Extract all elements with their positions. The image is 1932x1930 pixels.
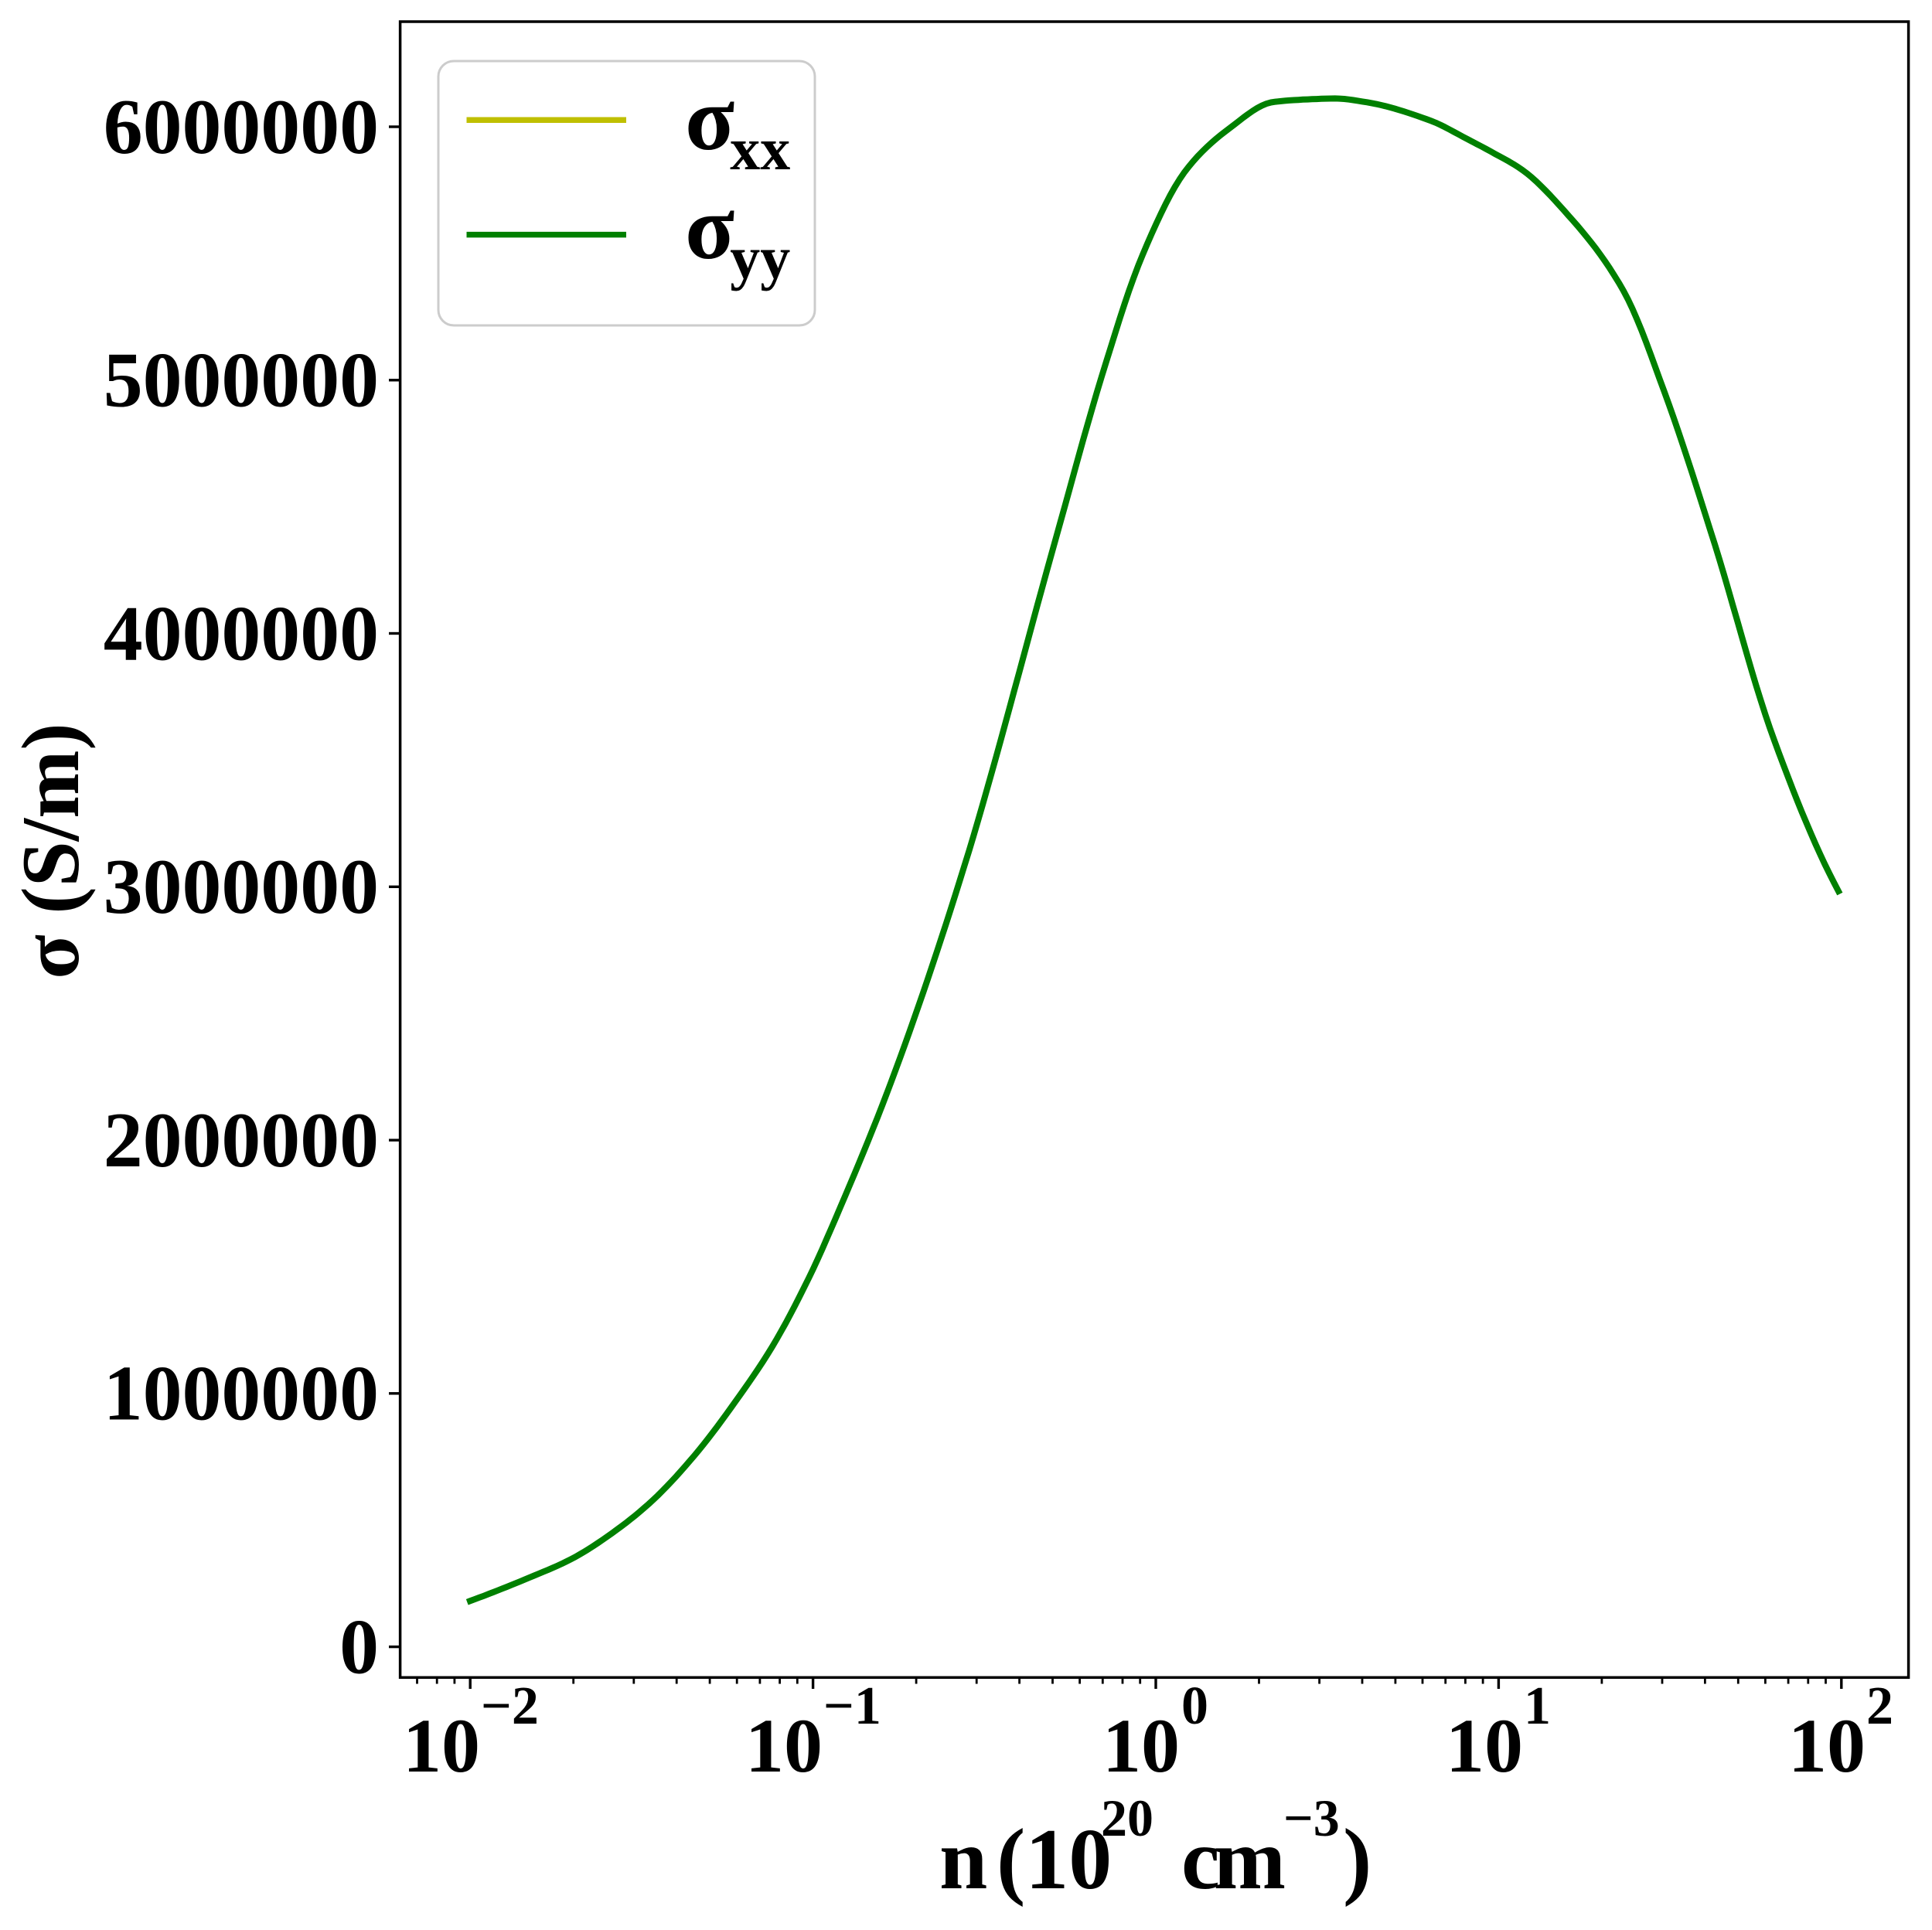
svg-text:5000000: 5000000 <box>104 337 379 424</box>
svg-text:0: 0 <box>339 1603 379 1690</box>
svg-text:6000000: 6000000 <box>104 83 379 171</box>
svg-text:1: 1 <box>1524 1676 1551 1736</box>
svg-text:σ (S/m): σ (S/m) <box>5 723 96 979</box>
svg-text:3000000: 3000000 <box>104 843 379 931</box>
svg-text:10: 10 <box>745 1703 823 1789</box>
svg-text:4000000: 4000000 <box>104 590 379 677</box>
svg-text:−3: −3 <box>1283 1789 1340 1847</box>
svg-text:−1: −1 <box>823 1676 881 1736</box>
svg-text:−2: −2 <box>481 1676 539 1736</box>
svg-text:10: 10 <box>1788 1703 1866 1789</box>
svg-text:): ) <box>1343 1812 1371 1908</box>
svg-text:2000000: 2000000 <box>104 1097 379 1184</box>
svg-text:20: 20 <box>1101 1789 1153 1847</box>
svg-text:10: 10 <box>1102 1703 1180 1789</box>
svg-text:cm: cm <box>1181 1812 1285 1908</box>
svg-text:0: 0 <box>1181 1676 1208 1736</box>
svg-text:2: 2 <box>1866 1676 1893 1736</box>
svg-text:(10: (10 <box>997 1812 1112 1908</box>
svg-text:10: 10 <box>403 1703 480 1789</box>
svg-text:10: 10 <box>1446 1703 1523 1789</box>
svg-text:n: n <box>939 1812 987 1908</box>
svg-text:1000000: 1000000 <box>104 1350 379 1438</box>
